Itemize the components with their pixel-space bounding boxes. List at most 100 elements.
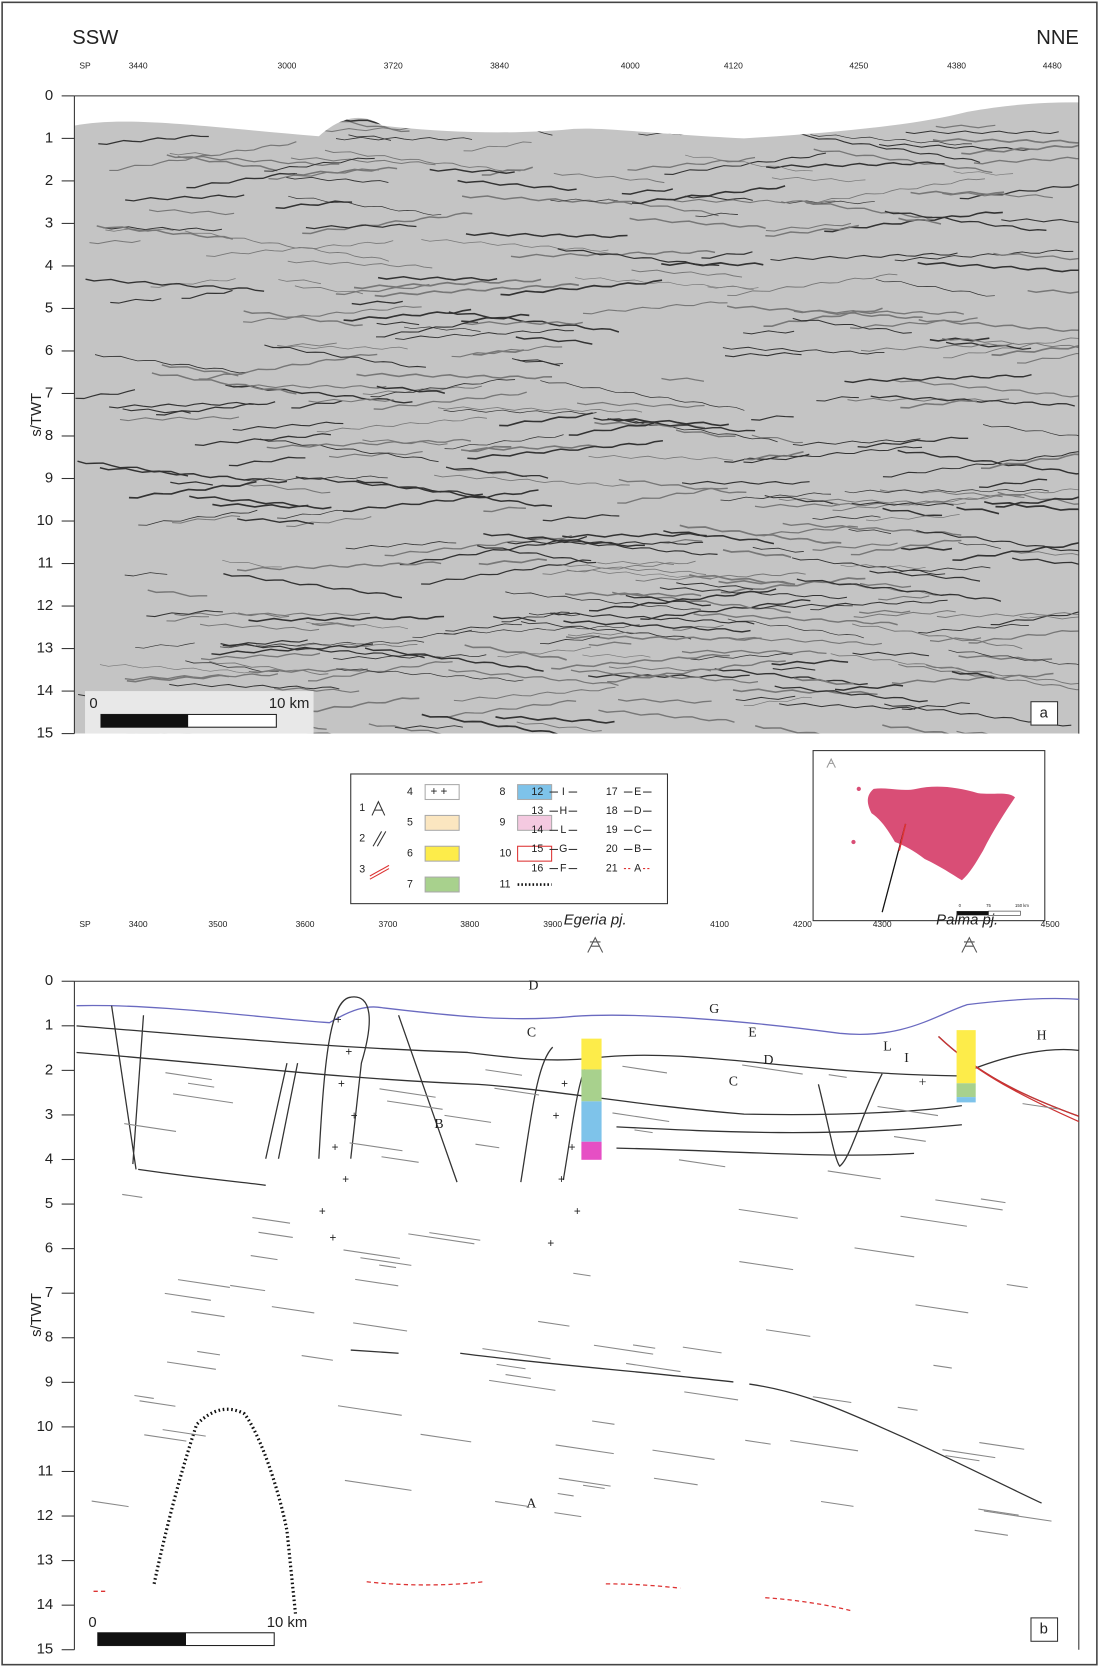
reflector: [146, 610, 223, 618]
reflector: [345, 541, 457, 550]
reflector: [882, 724, 951, 734]
reflector: [695, 212, 738, 218]
reflector-dash: [337, 1405, 402, 1416]
reflector: [259, 438, 439, 463]
reflector: [138, 509, 258, 526]
reflector: [564, 591, 702, 597]
reflector: [832, 495, 1003, 512]
reflector: [238, 612, 290, 618]
reflector: [929, 637, 982, 643]
reflector: [830, 653, 993, 673]
well-label: Palma pj.: [936, 913, 998, 929]
reflector: [961, 140, 1079, 155]
reflector-dash: [900, 1215, 967, 1227]
intrusion-symbol: +: [351, 1109, 358, 1122]
reflector: [892, 379, 1079, 400]
reflector: [421, 713, 618, 734]
reflector-dash: [790, 1440, 859, 1452]
reflector-dash: [877, 1105, 939, 1117]
horizon-label: E: [748, 1024, 756, 1039]
reflector-dash: [820, 1501, 854, 1507]
reflector: [956, 730, 1076, 734]
scale-bar-black: [100, 714, 189, 728]
reflector-dash: [482, 1348, 551, 1360]
reflector: [464, 644, 567, 661]
legend-number: 10: [500, 848, 512, 860]
reflector: [743, 446, 923, 464]
horizon-label: I: [904, 1050, 909, 1065]
reflector: [237, 518, 314, 525]
reflector: [516, 721, 602, 732]
legend-number: 15: [531, 843, 543, 855]
reflector: [356, 479, 553, 507]
reflector: [542, 514, 620, 522]
legend-symbol: [369, 864, 390, 880]
reflector: [684, 195, 753, 201]
reflector: [661, 377, 705, 382]
panel-label-box: [1030, 701, 1059, 726]
y-tick-label: 0: [45, 88, 53, 104]
reflector-dash: [505, 1374, 531, 1379]
reflector: [228, 456, 306, 467]
reflector: [850, 317, 978, 330]
legend-horizon: L: [560, 824, 566, 836]
reflector-dash: [167, 1361, 216, 1370]
reflector: [448, 311, 620, 333]
reflector: [765, 224, 859, 237]
direction-right: NNE: [1036, 27, 1079, 49]
reflector: [288, 195, 442, 216]
reflector: [659, 538, 703, 544]
reflector-dash: [678, 1159, 726, 1168]
reflector: [453, 686, 616, 702]
legend-number: 6: [407, 848, 413, 860]
reflector-dash: [494, 1087, 540, 1096]
reflector: [582, 301, 728, 315]
reflector: [878, 595, 930, 601]
reflector: [844, 374, 1032, 384]
y-tick-label: 8: [45, 1330, 53, 1346]
reflector-dash: [812, 1396, 852, 1404]
reflector: [124, 673, 279, 681]
well-label: Egeria pj.: [564, 913, 627, 929]
reflector: [608, 665, 712, 672]
reflector: [771, 659, 849, 666]
reflector-dash: [485, 1069, 523, 1076]
reflector: [448, 669, 619, 687]
reflector: [377, 275, 498, 282]
legend-swatch: [424, 784, 460, 801]
legend-swatch: [424, 814, 460, 831]
reflector-dash: [360, 1257, 412, 1266]
reflector: [110, 298, 162, 304]
reflector: [663, 530, 775, 545]
reflector: [567, 631, 637, 637]
reflector: [910, 190, 1005, 196]
reflector: [916, 529, 1079, 556]
reflector: [170, 481, 213, 486]
reflector: [478, 558, 547, 566]
direction-left: SSW: [72, 27, 118, 49]
legend-number: 2: [359, 833, 365, 845]
reflector: [593, 417, 756, 433]
reflector: [135, 642, 195, 649]
reflector: [1012, 557, 1079, 579]
reflector: [457, 179, 577, 191]
reflector: [917, 261, 1079, 275]
reflector: [128, 480, 257, 499]
reflector: [77, 460, 189, 477]
reflector: [932, 138, 1079, 145]
reflector: [105, 228, 174, 232]
reflector: [343, 308, 472, 322]
y-tick-label: 12: [37, 598, 54, 614]
y-tick-label: 1: [45, 130, 53, 146]
reflector: [850, 539, 962, 556]
reflector-dash: [897, 1406, 918, 1411]
reflector: [75, 389, 136, 400]
reflector: [172, 515, 241, 524]
reflector: [852, 623, 1023, 650]
reflector: [271, 345, 408, 350]
reflector: [673, 198, 836, 204]
reflector: [804, 201, 933, 218]
reflector: [483, 506, 526, 513]
legend-number: 14: [531, 824, 543, 836]
reflector-dash: [343, 1249, 400, 1259]
